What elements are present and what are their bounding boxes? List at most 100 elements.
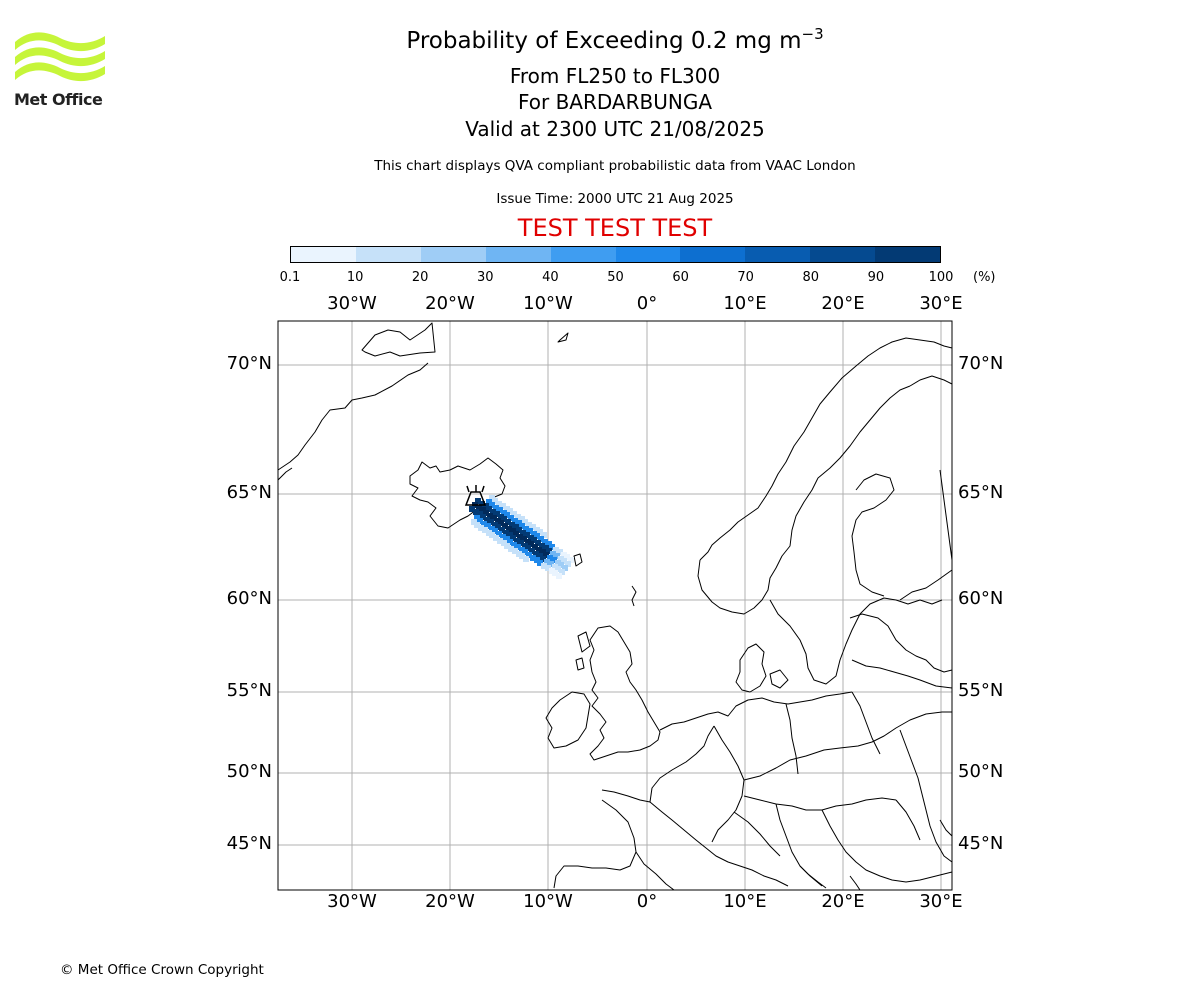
plume-cell [494,511,500,517]
plume-cell [499,527,505,533]
colorbar-segment [810,247,876,262]
plume-cell [477,518,483,524]
plume-cell [497,538,503,544]
plume-cell [469,506,475,512]
plume-cell [512,518,518,524]
plume-cell [523,526,529,532]
plume-cell [511,511,517,517]
plume-cell [537,529,543,535]
colorbar-tick-label: 90 [867,270,885,285]
plume-cell [511,542,517,548]
plume-cell [547,555,553,561]
test-banner: TEST TEST TEST [517,214,713,242]
plume-cell [542,539,548,545]
colorbar-tick-label: 30 [477,270,494,285]
plume-cell [498,520,504,526]
plume-cell [509,522,515,528]
plume-cell [485,523,491,529]
title-text: Probability of Exceeding 0.2 mg m [406,28,802,54]
plume-cell [535,540,541,546]
plume-cell [486,506,492,512]
plume-cell [522,519,528,525]
plume-cell [516,527,522,533]
plume-cell [518,540,524,546]
plume-cell [484,517,490,523]
longitude-label-top: 20°W [425,293,475,314]
plume-cell [479,501,485,507]
plume-cell [553,547,559,553]
latitude-label-right: 70°N [958,353,1004,374]
plume-cell [505,519,511,525]
plume-cell [519,553,525,559]
plume-cell [526,552,532,558]
longitude-label-bottom: 10°W [523,891,573,912]
plume-cell [515,544,521,550]
colorbar-tick-label: 0.1 [279,270,301,285]
plume-cell [500,534,506,540]
plume-cell [508,515,514,521]
plume-cell [564,554,570,560]
plume-cell [536,547,542,553]
plume-cell [527,528,533,534]
plume-cell [546,548,552,554]
volcano-name: For BARDARBUNGA [517,90,713,114]
latitude-label-right: 60°N [958,588,1004,609]
plume-cell [562,565,568,571]
colorbar-unit: (%) [973,270,996,285]
longitude-label-top: 30°E [919,293,963,314]
plume-cell [561,558,567,564]
longitude-label-top: 0° [636,293,658,314]
plume-cell [555,566,561,572]
plume-cell [552,570,558,576]
plume-cell [496,531,502,537]
chart-title: Probability of Exceeding 0.2 mg m−3 [406,27,823,55]
plume-cell [530,555,536,561]
latitude-label-left: 45°N [226,833,272,854]
colorbar-tick-label: 60 [672,270,689,285]
issue-time: Issue Time: 2000 UTC 21 Aug 2025 [496,191,734,207]
plume-cell [537,560,543,566]
colorbar-segment [680,247,746,262]
plume-cell [506,526,512,532]
colorbar-segment [875,247,941,262]
plume-cell [482,527,488,533]
plume-cell [500,503,506,509]
plume-cell [504,512,510,518]
plume-cell [478,525,484,531]
plume-cell [568,557,574,563]
plume-cell [548,561,554,567]
plume-cell [503,530,509,536]
volcano-marker [464,485,487,506]
colorbar-tick-label: 70 [737,270,754,285]
colorbar-segment [615,247,681,262]
colorbar-segment [485,247,551,262]
plume-cell [541,532,547,538]
colorbar-segment [550,247,616,262]
latitude-label-left: 70°N [226,353,272,374]
plume-cell [507,508,513,514]
plume-cell [504,543,510,549]
latitude-label-left: 65°N [226,482,272,503]
plume-cell [531,537,537,543]
longitude-label-bottom: 0° [636,891,658,912]
plume-cell [507,539,513,545]
plume-cell [501,516,507,522]
plume-cell [557,549,563,555]
plume-cell [474,522,480,528]
longitude-label-bottom: 10°E [723,891,767,912]
logo-text: Met Office [14,90,103,109]
colorbar-tick-label: 20 [411,270,429,285]
plume-cell [538,536,544,542]
plume-cell [549,544,555,550]
latitude-label-right: 55°N [958,680,1004,701]
latitude-label-right: 50°N [958,761,1004,782]
met-office-logo-icon [15,32,105,82]
plume-cell [520,530,526,536]
latitude-label-right: 65°N [958,482,1004,503]
plume-cell [473,509,479,515]
plume-cell [541,563,547,569]
flight-level-range: From FL250 to FL300 [509,64,721,88]
plume-cell [508,546,514,552]
plume-cell [559,569,565,575]
plume-cell [544,559,550,565]
